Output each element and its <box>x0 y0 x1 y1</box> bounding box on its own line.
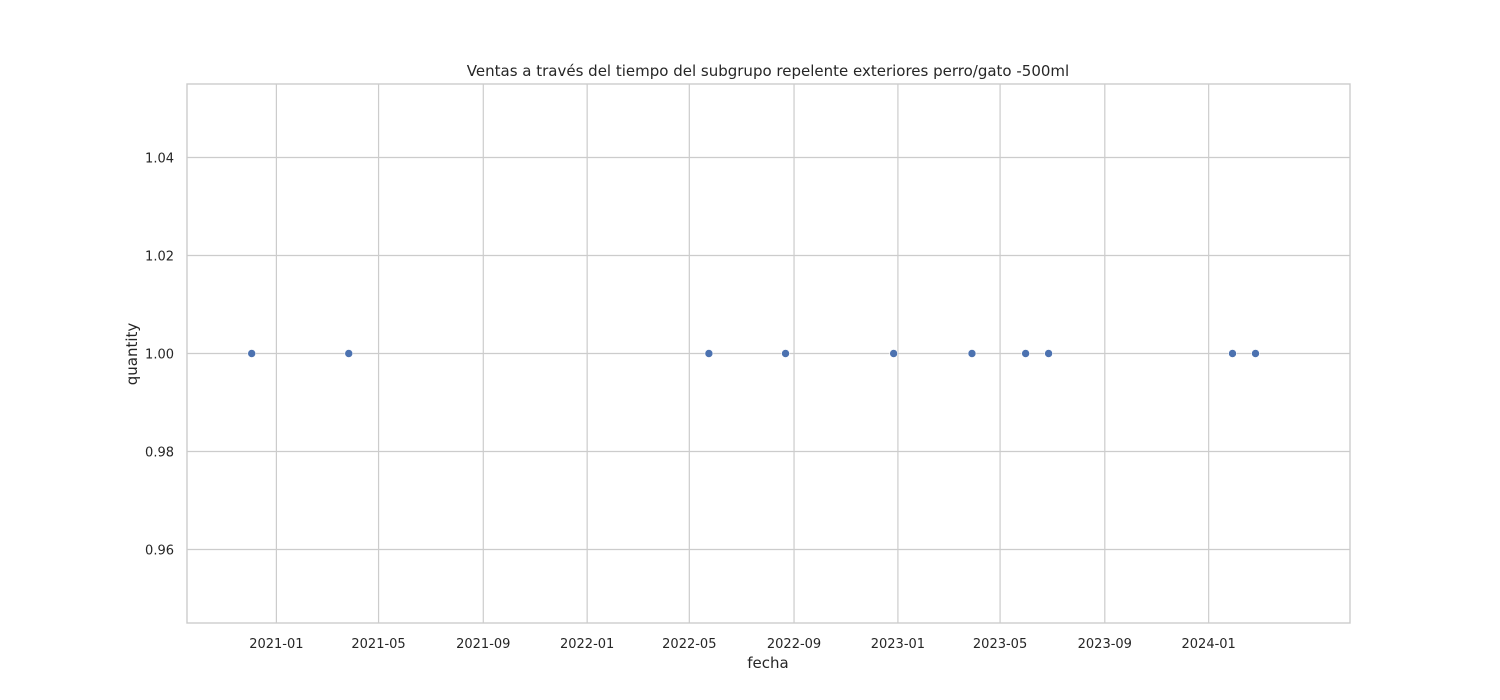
x-tick-label: 2021-09 <box>456 637 510 652</box>
chart-title: Ventas a través del tiempo del subgrupo … <box>467 62 1069 80</box>
x-tick-label: 2021-01 <box>249 637 303 652</box>
y-tick-label: 0.96 <box>145 544 174 559</box>
x-tick-label: 2022-01 <box>560 637 614 652</box>
data-point <box>1228 349 1237 358</box>
y-tick-label: 1.02 <box>145 250 174 265</box>
x-tick-label: 2022-09 <box>767 637 821 652</box>
tick-labels: 2021-01 2021-05 2021-09 2022-01 2022-05 2022-… <box>145 152 1236 653</box>
x-axis-label: fecha <box>747 654 788 672</box>
y-axis-label: quantity <box>123 323 141 386</box>
data-point <box>781 349 790 358</box>
data-point <box>889 349 898 358</box>
y-tick-label: 1.04 <box>145 152 174 167</box>
x-tick-label: 2021-05 <box>351 637 405 652</box>
data-point <box>967 349 977 358</box>
data-point <box>704 349 714 358</box>
x-tick-label: 2023-01 <box>871 637 925 652</box>
x-tick-label: 2024-01 <box>1182 637 1236 652</box>
grid-layer <box>187 84 1350 623</box>
plot-frame <box>186 83 1351 624</box>
x-tick-label: 2023-09 <box>1078 637 1132 652</box>
data-points <box>247 349 1260 358</box>
data-point <box>1044 349 1053 358</box>
data-point <box>247 349 257 358</box>
x-tick-label: 2022-05 <box>662 637 716 652</box>
data-point <box>344 349 354 358</box>
data-point <box>1021 349 1030 358</box>
y-tick-label: 1.00 <box>145 348 174 363</box>
y-tick-label: 0.98 <box>145 446 174 461</box>
data-point <box>1251 349 1260 358</box>
x-tick-label: 2023-05 <box>973 637 1027 652</box>
